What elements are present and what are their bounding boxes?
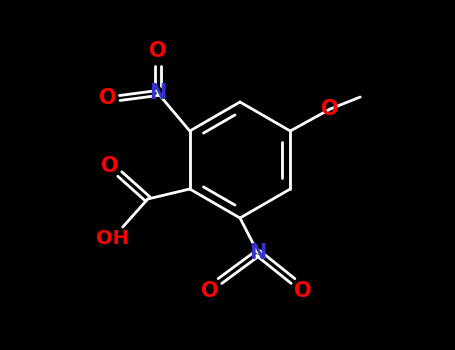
Text: O: O <box>149 41 167 61</box>
Text: OH: OH <box>96 230 129 248</box>
Text: O: O <box>321 99 339 119</box>
Text: O: O <box>294 281 312 301</box>
Text: O: O <box>99 88 116 108</box>
Text: O: O <box>201 281 219 301</box>
Text: N: N <box>249 243 267 263</box>
Text: O: O <box>101 156 119 176</box>
Text: N: N <box>149 83 167 103</box>
